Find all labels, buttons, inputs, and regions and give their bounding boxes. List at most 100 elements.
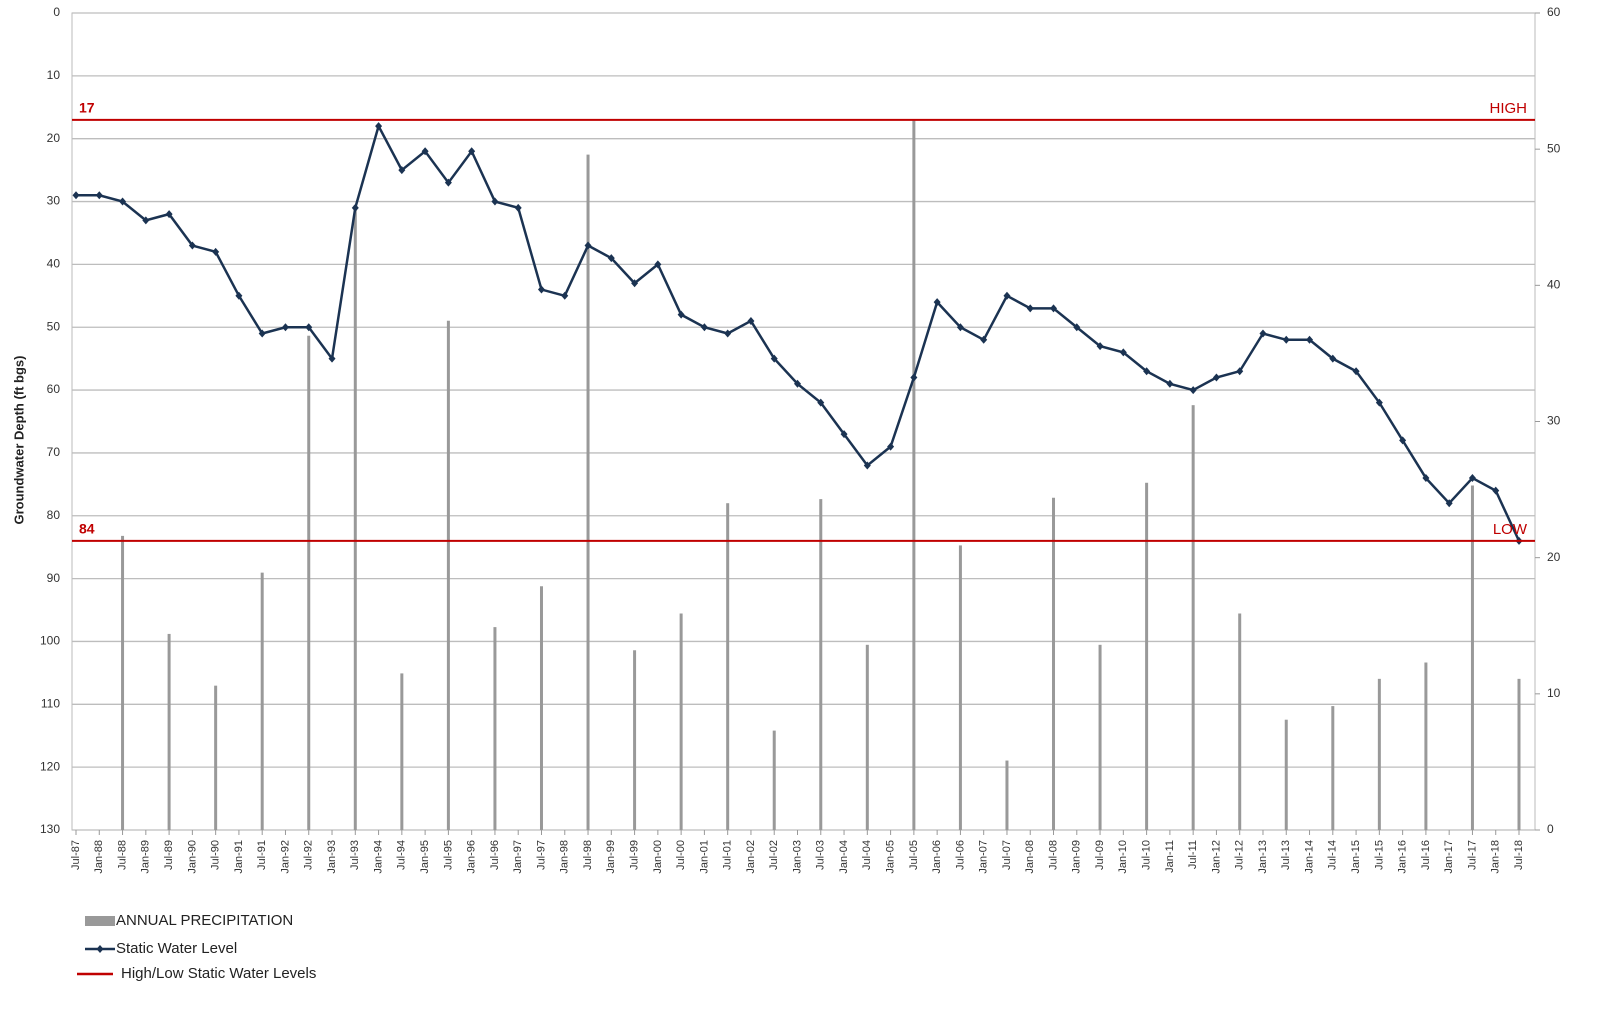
line-marker (980, 335, 988, 344)
y-tick-label: 120 (40, 759, 60, 773)
y-tick-label: 110 (41, 696, 60, 710)
x-tick-label: Jan-95 (419, 840, 431, 874)
line-marker (72, 191, 80, 200)
line (76, 122, 1521, 542)
x-tick-label: Jan-17 (1443, 840, 1455, 874)
y2-tick-label: 0 (1547, 822, 1554, 836)
bar (214, 685, 218, 830)
x-tick-label: Jan-16 (1397, 840, 1409, 874)
bar (400, 673, 404, 830)
x-tick-label: Jul-94 (396, 840, 408, 870)
x-tick-label: Jul-08 (1047, 840, 1059, 870)
line-marker (584, 241, 592, 250)
x-tick-label: Jan-93 (326, 840, 338, 874)
line-marker (537, 285, 545, 294)
y-tick-label: 100 (40, 634, 60, 648)
x-tick-label: Jul-07 (1001, 840, 1013, 870)
bar (1238, 613, 1242, 830)
line-marker (235, 291, 243, 300)
line-marker (1352, 367, 1360, 376)
x-tick-label: Jul-01 (722, 840, 734, 870)
x-tick-label: Jul-06 (954, 840, 966, 870)
x-tick-label: Jan-03 (791, 840, 803, 874)
x-tick-label: Jan-02 (745, 840, 757, 874)
bar (726, 503, 730, 830)
line-marker (1399, 436, 1407, 445)
line-marker (1492, 486, 1500, 495)
line-marker (840, 430, 848, 439)
line-marker (95, 191, 103, 200)
reference-name-label: HIGH (1490, 100, 1528, 117)
line-marker (421, 147, 429, 156)
x-tick-label: Jul-96 (489, 840, 501, 870)
x-tick-label: Jan-89 (140, 840, 152, 874)
x-tick-label: Jan-01 (698, 840, 710, 874)
line-marker (1026, 304, 1034, 313)
x-tick-label: Jul-89 (163, 840, 175, 870)
x-tick-label: Jan-91 (233, 840, 245, 874)
legend-label: ANNUAL PRECIPITATION (116, 912, 293, 929)
x-tick-label: Jan-90 (186, 840, 198, 874)
x-tick-label: Jul-99 (628, 840, 640, 870)
bar (353, 204, 357, 830)
x-tick-label: Jan-96 (466, 840, 478, 874)
y2-tick-label: 60 (1547, 5, 1561, 19)
x-tick-label: Jul-09 (1094, 840, 1106, 870)
line-marker (1050, 304, 1058, 313)
x-tick-label: Jan-14 (1303, 840, 1315, 874)
line-marker (1096, 342, 1104, 351)
line-marker (188, 241, 196, 250)
x-tick-label: Jul-98 (582, 840, 594, 870)
x-tick-label: Jan-98 (559, 840, 571, 874)
x-tick-label: Jan-99 (605, 840, 617, 874)
y-tick-label: 60 (47, 382, 61, 396)
x-tick-label: Jan-08 (1024, 840, 1036, 874)
reference-name-label: LOW (1493, 521, 1528, 538)
x-tick-label: Jul-00 (675, 840, 687, 870)
bar (1145, 482, 1149, 830)
x-tick-label: Jan-06 (931, 840, 943, 874)
y-tick-label: 0 (53, 5, 60, 19)
line-marker (1073, 323, 1081, 332)
bar (1284, 719, 1288, 830)
line-marker (561, 291, 569, 300)
line-marker (887, 442, 895, 451)
x-tick-label: Jul-11 (1187, 840, 1199, 869)
y-tick-label: 50 (47, 319, 61, 333)
bar (679, 613, 683, 830)
line-marker (1212, 373, 1220, 382)
line-marker (956, 323, 964, 332)
x-tick-label: Jan-88 (93, 840, 105, 874)
line-marker (700, 323, 708, 332)
line-marker (375, 122, 383, 131)
bar (912, 120, 916, 831)
bar (1424, 662, 1428, 830)
legend-label: High/Low Static Water Levels (121, 965, 316, 982)
bar (772, 730, 776, 830)
x-tick-label: Jan-07 (978, 840, 990, 874)
line-marker (1189, 386, 1197, 395)
y2-tick-label: 20 (1547, 550, 1561, 564)
y-axis-title: Groundwater Depth (ft bgs) (11, 356, 26, 525)
bar (167, 633, 171, 830)
line-marker (1259, 329, 1267, 338)
x-tick-label: Jul-10 (1141, 840, 1153, 870)
bar (1052, 497, 1056, 830)
bar (633, 650, 637, 830)
x-tick-label: Jul-91 (256, 840, 268, 870)
line-marker (1422, 474, 1430, 483)
line-marker (258, 329, 266, 338)
line-marker (468, 147, 476, 156)
line-marker (142, 216, 150, 225)
y-tick-label: 10 (47, 68, 61, 82)
x-tick-label: Jul-95 (442, 840, 454, 870)
bar (958, 545, 962, 830)
x-tick-label: Jan-12 (1210, 840, 1222, 874)
x-tick-label: Jan-00 (652, 840, 664, 874)
y2-tick-label: 50 (1547, 141, 1561, 155)
line-marker (817, 398, 825, 407)
line-marker (724, 329, 732, 338)
bar (1191, 405, 1195, 830)
line-marker (910, 373, 918, 382)
